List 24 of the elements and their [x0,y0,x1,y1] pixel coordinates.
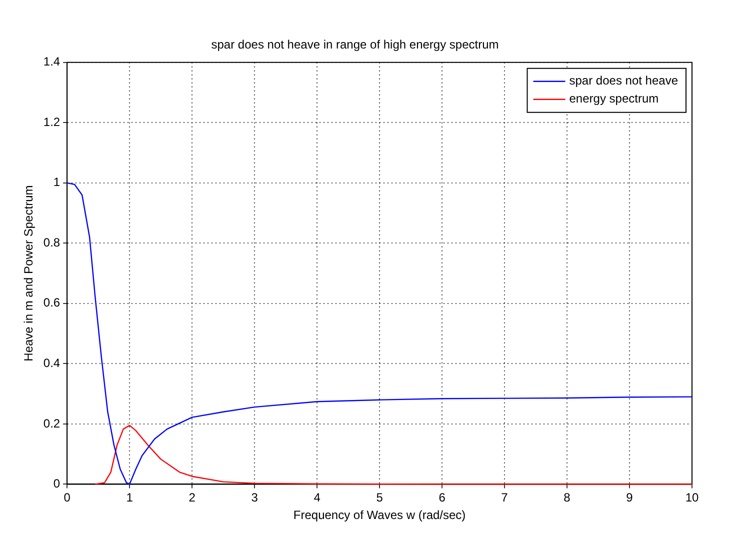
x-tick-label: 1 [126,490,134,505]
x-tick-label: 10 [685,490,699,505]
x-tick-label: 2 [188,490,196,505]
x-tick-label: 6 [438,490,446,505]
legend-label: energy spectrum [569,92,659,106]
x-tick-label: 5 [376,490,384,505]
y-tick-label: 1 [53,175,60,190]
x-tick-label: 0 [64,490,71,505]
x-axis-title: Frequency of Waves w (rad/sec) [293,508,466,522]
x-tick-label: 3 [251,490,258,505]
legend-label: spar does not heave [569,74,678,88]
y-tick-label: 0.4 [43,356,60,370]
y-tick-label: 1.4 [43,54,60,69]
x-tick-label: 4 [314,490,321,505]
chart-title: spar does not heave in range of high energy spectrum [211,38,499,52]
x-tick-label: 9 [626,490,634,505]
y-tick-label: 0.2 [43,416,60,430]
y-tick-label: 0.8 [43,235,60,250]
y-axis-title: Heave in m and Power Spectrum [22,185,36,362]
x-tick-label: 7 [501,490,508,505]
y-tick-label: 0 [53,476,60,491]
y-tick-label: 1.2 [43,114,60,129]
x-tick-label: 8 [564,490,571,505]
y-tick-label: 0.6 [43,296,60,310]
